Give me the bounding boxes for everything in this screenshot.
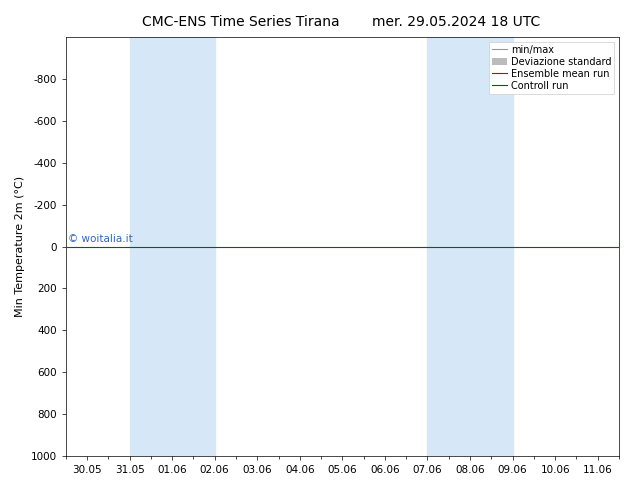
Bar [427,37,513,456]
Text: CMC-ENS Time Series Tirana: CMC-ENS Time Series Tirana [142,15,340,29]
Y-axis label: Min Temperature 2m (°C): Min Temperature 2m (°C) [15,176,25,317]
Legend: min/max, Deviazione standard, Ensemble mean run, Controll run: min/max, Deviazione standard, Ensemble m… [489,42,614,94]
Bar [129,37,215,456]
Text: mer. 29.05.2024 18 UTC: mer. 29.05.2024 18 UTC [372,15,541,29]
Text: © woitalia.it: © woitalia.it [68,234,133,245]
